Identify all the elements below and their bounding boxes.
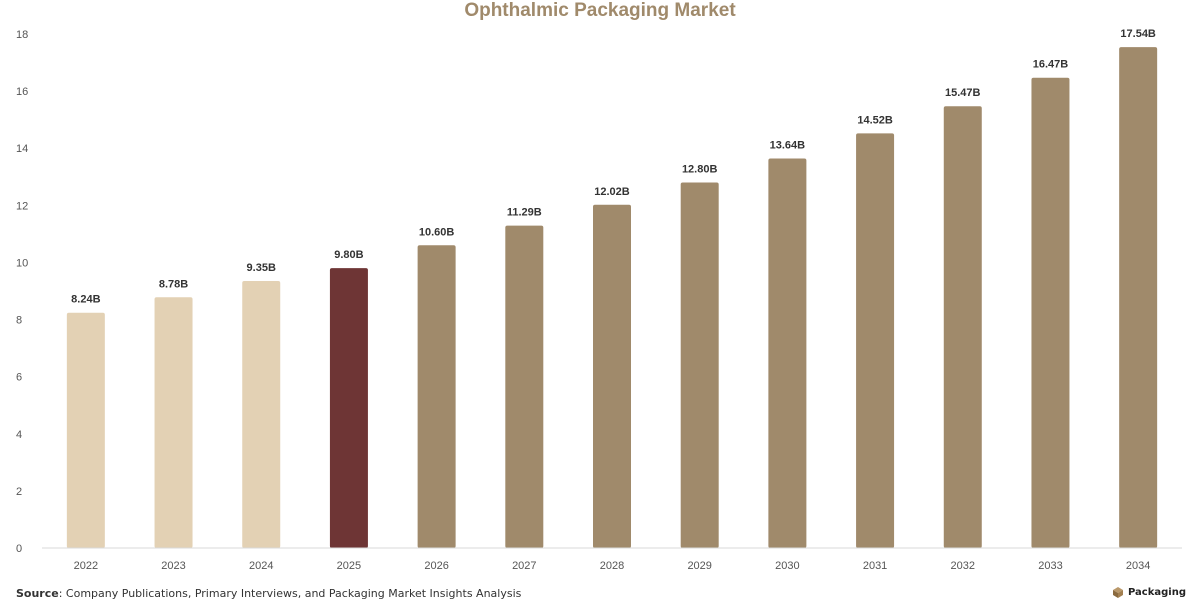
bar <box>680 182 719 548</box>
y-axis: 0 2 4 6 8 10 12 14 16 18 <box>16 29 28 555</box>
x-tick-label: 2025 <box>337 560 361 572</box>
bar <box>66 312 105 548</box>
brand-logo: Packaging <box>1112 586 1186 598</box>
data-label: 16.47B <box>1033 59 1069 71</box>
data-label: 10.60B <box>419 226 455 238</box>
x-axis: 2022 2023 2024 2025 2026 2027 2028 2029 2030 2031… <box>42 547 1182 572</box>
bar <box>417 245 456 549</box>
data-label: 12.80B <box>682 163 718 175</box>
bar <box>329 268 368 548</box>
x-tick-label: 2024 <box>249 560 273 572</box>
bar <box>505 225 544 548</box>
data-label: 13.64B <box>770 140 806 152</box>
x-tick-label: 2032 <box>951 560 975 572</box>
y-tick-label: 2 <box>16 486 22 498</box>
x-tick-label: 2029 <box>687 560 711 572</box>
data-label: 8.78B <box>159 278 188 290</box>
bar <box>1119 47 1158 548</box>
x-tick-label: 2027 <box>512 560 536 572</box>
x-tick-label: 2022 <box>74 560 98 572</box>
data-label: 12.02B <box>594 186 630 198</box>
source-text: : Company Publications, Primary Intervie… <box>58 587 522 600</box>
x-tick-label: 2031 <box>863 560 887 572</box>
data-label: 15.47B <box>945 87 981 99</box>
data-label: 9.35B <box>247 262 276 274</box>
y-tick-label: 8 <box>16 315 22 327</box>
y-tick-label: 0 <box>16 543 22 555</box>
source-label: Source <box>16 587 59 600</box>
y-tick-label: 16 <box>16 86 28 98</box>
box-icon <box>1113 587 1123 598</box>
y-tick-label: 14 <box>16 143 28 155</box>
data-label: 14.52B <box>857 114 893 126</box>
data-label: 11.29B <box>507 207 542 219</box>
source-note: Source: Company Publications, Primary In… <box>16 587 521 600</box>
bars: 8.24B 8.78B 9.35B 9.80B 10.60B 11.29B 12.02B 12… <box>66 28 1158 549</box>
x-tick-label: 2023 <box>161 560 185 572</box>
y-tick-label: 4 <box>16 429 22 441</box>
bar <box>154 297 193 548</box>
x-tick-label: 2033 <box>1038 560 1062 572</box>
data-label: 8.24B <box>71 294 100 306</box>
bar <box>593 204 631 549</box>
bar <box>242 281 281 548</box>
y-tick-label: 6 <box>16 372 22 384</box>
x-tick-label: 2034 <box>1126 560 1150 572</box>
y-tick-label: 18 <box>16 29 28 41</box>
data-label: 17.54B <box>1120 28 1156 40</box>
brand-name: Packaging <box>1128 586 1186 598</box>
bar <box>943 106 982 549</box>
bar <box>856 133 895 548</box>
y-tick-label: 12 <box>16 200 28 212</box>
bar <box>1031 77 1070 548</box>
y-tick-label: 10 <box>16 257 28 269</box>
x-tick-label: 2028 <box>600 560 624 572</box>
data-label: 9.80B <box>334 249 363 261</box>
bar <box>768 158 807 548</box>
x-tick-label: 2030 <box>775 560 799 572</box>
x-tick-label: 2026 <box>424 560 448 572</box>
chart-title: Ophthalmic Packaging Market <box>464 0 736 21</box>
